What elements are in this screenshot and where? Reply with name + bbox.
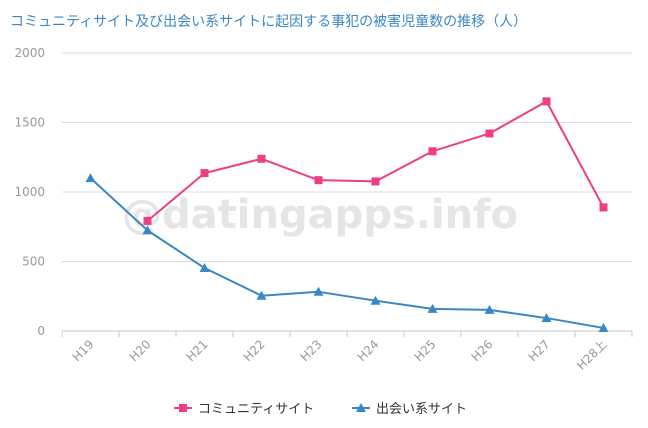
x-tick-label: H27 [526, 337, 553, 364]
x-axis: H19 H20 H21 H22 H23 H24 H25 H26 H27 H28上 [61, 330, 633, 373]
y-tick-label: 500 [22, 255, 45, 269]
series [85, 97, 609, 332]
x-tick-label: H19 [70, 337, 97, 364]
x-tick-label: H21 [184, 337, 211, 364]
x-tick-label: H26 [469, 337, 496, 364]
legend-item[interactable]: 出会い系サイト [352, 402, 467, 417]
data-point [199, 263, 210, 273]
square-marker-icon [179, 404, 187, 412]
legend-item[interactable]: コミュニティサイト [174, 402, 314, 417]
series-1 [143, 97, 608, 225]
data-point [85, 173, 96, 183]
x-tick-label: H20 [127, 337, 154, 364]
data-point [371, 177, 380, 186]
data-point [541, 313, 552, 323]
data-point [200, 169, 209, 178]
data-point [142, 225, 153, 235]
triangle-marker-icon [356, 403, 366, 412]
y-tick-label: 2000 [14, 46, 45, 60]
y-tick-label: 0 [37, 324, 45, 338]
data-point [428, 147, 437, 156]
data-point [484, 304, 495, 314]
series-2 [85, 173, 609, 332]
data-point [598, 322, 609, 332]
data-point [427, 303, 438, 313]
y-axis: 0 500 1000 1500 2000 [14, 46, 45, 338]
x-tick-label: H24 [355, 337, 382, 364]
legend-label: コミュニティサイト [198, 402, 314, 417]
data-point [485, 129, 494, 138]
legend: コミュニティサイト 出会い系サイト [174, 402, 467, 417]
data-point [313, 286, 324, 296]
data-point [314, 176, 323, 185]
x-tick-label: H28上 [574, 337, 610, 373]
legend-label: 出会い系サイト [376, 402, 467, 417]
x-tick-label: H23 [298, 337, 325, 364]
data-point [257, 154, 266, 163]
data-point [143, 216, 152, 225]
chart-title: コミュニティサイト及び出会い系サイトに起因する事犯の被害児童数の推移（人） [10, 13, 527, 30]
x-tick-label: H25 [412, 337, 439, 364]
data-point [370, 295, 381, 305]
series-line [89, 177, 604, 329]
data-point [542, 97, 551, 106]
data-point [256, 290, 267, 300]
y-tick-label: 1000 [14, 185, 45, 199]
x-tick-label: H22 [241, 337, 268, 364]
data-point [599, 203, 608, 212]
y-tick-label: 1500 [14, 116, 45, 130]
watermark: @datingapps.info [122, 192, 518, 238]
